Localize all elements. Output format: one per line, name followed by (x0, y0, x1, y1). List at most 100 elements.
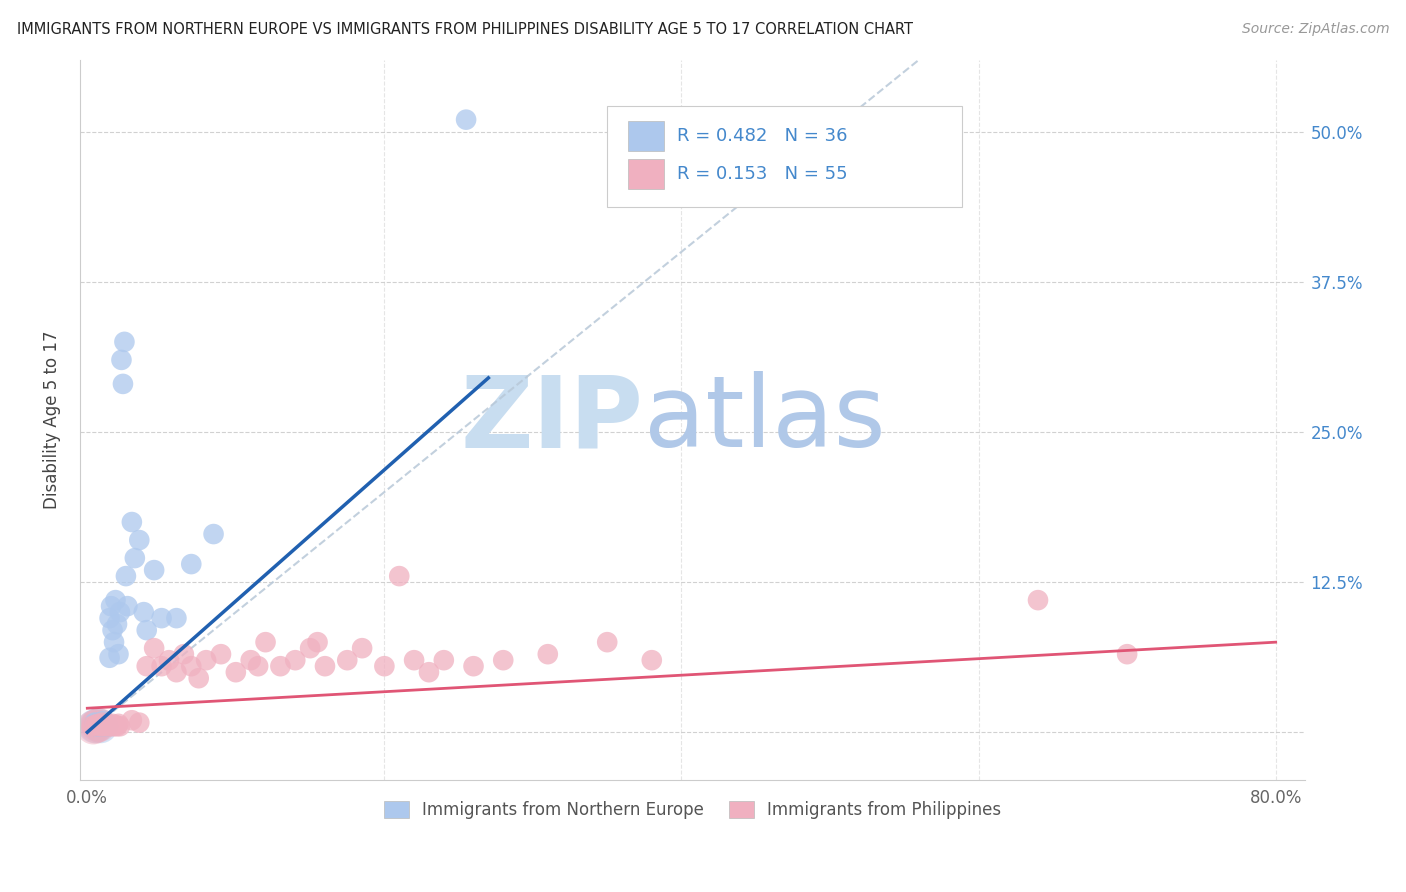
Point (247, 659, 270, 673)
Point (98, 650, 121, 665)
Point (121, 713, 143, 727)
Point (103, 635, 125, 649)
Point (165, 665, 187, 680)
Point (103, 719, 125, 733)
Point (124, 551, 146, 566)
Point (195, 653, 218, 667)
Point (82, 721, 104, 735)
Text: R = 0.482   N = 36: R = 0.482 N = 36 (676, 127, 848, 145)
FancyBboxPatch shape (607, 106, 962, 207)
Point (80, 719, 103, 733)
Point (101, 623, 124, 637)
Point (284, 653, 307, 667)
Point (91, 719, 114, 733)
Point (98, 718, 121, 732)
Point (641, 653, 664, 667)
Point (90, 719, 112, 733)
Point (97, 719, 120, 733)
Point (336, 653, 359, 667)
Point (97, 719, 120, 733)
Point (150, 659, 173, 673)
Point (418, 665, 440, 680)
Point (107, 716, 129, 731)
Point (180, 557, 202, 571)
Point (121, 515, 143, 529)
Text: atlas: atlas (644, 371, 886, 468)
Point (157, 653, 180, 667)
Point (187, 671, 209, 685)
FancyBboxPatch shape (627, 120, 665, 151)
Point (135, 659, 157, 673)
Point (90, 719, 112, 733)
Point (110, 352, 132, 367)
Point (456, 112, 478, 127)
Point (104, 718, 127, 732)
Point (86, 716, 108, 731)
Point (89, 719, 111, 733)
Point (84, 719, 107, 733)
Point (117, 599, 139, 614)
Point (1116, 647, 1139, 661)
Point (143, 563, 166, 577)
Point (202, 527, 225, 541)
Point (209, 647, 232, 661)
Point (180, 659, 202, 673)
Point (165, 611, 187, 625)
Point (307, 635, 329, 649)
Point (96, 716, 118, 731)
Point (83, 719, 105, 733)
Point (132, 605, 155, 619)
Point (108, 719, 131, 733)
Point (352, 641, 374, 656)
Point (239, 653, 262, 667)
Point (83, 715, 105, 730)
Point (107, 647, 129, 661)
Point (269, 659, 291, 673)
Point (100, 719, 122, 733)
Point (111, 376, 134, 391)
Point (225, 665, 247, 680)
Text: R = 0.153   N = 55: R = 0.153 N = 55 (676, 165, 848, 183)
Point (105, 617, 128, 632)
Legend: Immigrants from Northern Europe, Immigrants from Philippines: Immigrants from Northern Europe, Immigra… (377, 795, 1008, 826)
Point (114, 334, 136, 349)
Point (104, 593, 127, 607)
Point (91, 715, 114, 730)
Point (115, 569, 138, 583)
Point (596, 635, 619, 649)
Point (91, 719, 114, 733)
Point (128, 533, 150, 547)
Point (89, 718, 111, 732)
Point (93, 718, 115, 732)
Point (388, 569, 411, 583)
Point (86, 718, 108, 732)
Point (94, 719, 117, 733)
Point (84, 719, 107, 733)
Point (463, 659, 485, 673)
Point (105, 719, 128, 733)
Point (108, 605, 131, 619)
Point (1026, 593, 1049, 607)
FancyBboxPatch shape (627, 159, 665, 189)
Point (254, 635, 277, 649)
Point (314, 659, 336, 673)
Point (100, 599, 122, 614)
Text: Source: ZipAtlas.com: Source: ZipAtlas.com (1241, 22, 1389, 37)
Point (84, 719, 107, 733)
Point (86, 718, 108, 732)
Point (373, 659, 395, 673)
Point (94, 719, 117, 733)
Point (91, 714, 114, 729)
Point (173, 647, 195, 661)
Point (83, 718, 105, 732)
Point (90, 716, 112, 731)
Point (135, 623, 157, 637)
Text: IMMIGRANTS FROM NORTHERN EUROPE VS IMMIGRANTS FROM PHILIPPINES DISABILITY AGE 5 : IMMIGRANTS FROM NORTHERN EUROPE VS IMMIG… (17, 22, 912, 37)
Point (89, 718, 111, 732)
Point (128, 715, 150, 730)
Point (492, 653, 515, 667)
Text: ZIP: ZIP (461, 371, 644, 468)
Point (433, 653, 456, 667)
Point (150, 611, 173, 625)
Y-axis label: Disability Age 5 to 17: Disability Age 5 to 17 (44, 331, 60, 509)
